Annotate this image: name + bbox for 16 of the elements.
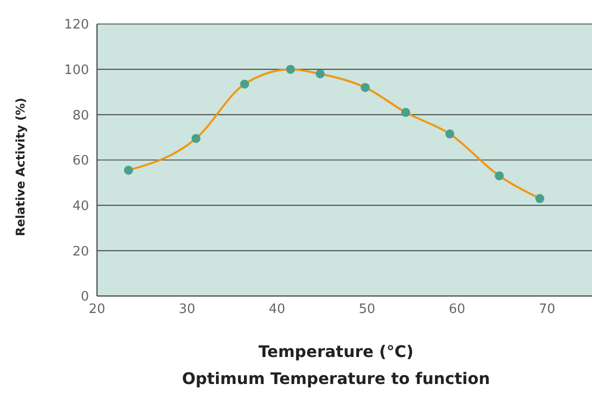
y-tick-label: 120: [64, 18, 89, 33]
y-tick-label: 20: [72, 244, 89, 260]
x-tick-label: 60: [448, 302, 466, 318]
x-tick-label: 20: [88, 302, 106, 318]
y-tick-label: 40: [72, 198, 89, 214]
y-tick-label: 60: [72, 154, 89, 169]
text: Optimum Temperature to function: [180, 369, 492, 388]
x-tick-label: 70: [538, 302, 556, 318]
y-tick-label: 0: [80, 290, 89, 305]
x-axis-title: Temperature (°C): [257, 342, 415, 361]
x-tick-label: 30: [178, 302, 196, 318]
y-axis-title: Relative Activity (%): [13, 98, 27, 236]
x-tick-label: 50: [358, 302, 376, 318]
y-tick-label: 80: [72, 108, 89, 124]
x-tick-label: 40: [268, 302, 286, 318]
y-tick-label: 100: [64, 62, 89, 78]
